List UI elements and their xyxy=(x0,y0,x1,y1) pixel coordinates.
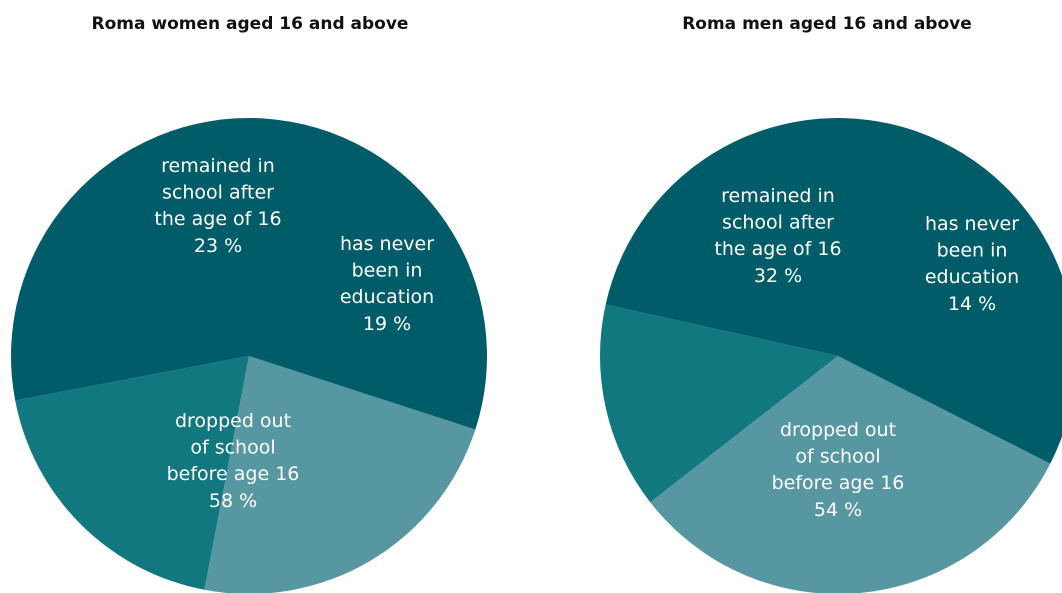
slice-label-line: has never xyxy=(340,233,434,255)
slice-label-line: school after xyxy=(722,212,834,234)
pie-slice-0-1 xyxy=(15,356,249,590)
slice-label-line: education xyxy=(340,286,434,308)
slice-label-line: remained in xyxy=(161,155,275,177)
slice-label-line: 19 % xyxy=(363,313,411,335)
slice-label-1-0: remained in school after the age of 16 32 % xyxy=(714,185,841,287)
slice-label-line: the age of 16 xyxy=(154,208,281,230)
pie-slice-0-0 xyxy=(204,356,476,593)
slice-label-1-2: dropped out of school before age 16 54 % xyxy=(772,419,905,521)
slice-label-line: remained in xyxy=(721,185,835,207)
pie-slice-1-1 xyxy=(599,304,838,503)
slice-label-line: before age 16 xyxy=(167,463,300,485)
slice-label-line: been in xyxy=(352,260,423,282)
slice-label-1-1: has never been in education 14 % xyxy=(925,213,1019,315)
slice-label-line: education xyxy=(925,266,1019,288)
slice-label-line: been in xyxy=(937,240,1008,262)
slice-label-line: of school xyxy=(795,446,880,468)
slice-label-line: has never xyxy=(925,213,1019,235)
slice-label-0-1: has never been in education 19 % xyxy=(340,233,434,335)
pie-slice-1-0 xyxy=(650,356,1051,593)
slice-label-line: before age 16 xyxy=(772,472,905,494)
slice-label-line: 23 % xyxy=(194,235,242,257)
slice-label-line: the age of 16 xyxy=(714,238,841,260)
chart-title-women: Roma women aged 16 and above xyxy=(91,14,409,34)
slice-label-line: 58 % xyxy=(209,490,257,512)
pie-chart-men: remained in school after the age of 16 32 %… xyxy=(599,118,1062,593)
chart-title-men: Roma men aged 16 and above xyxy=(682,14,972,34)
slice-label-line: dropped out xyxy=(175,410,291,432)
pie-slice-1-2 xyxy=(605,118,1062,464)
slice-label-0-2: dropped out of school before age 16 58 % xyxy=(167,410,300,512)
slice-label-line: of school xyxy=(190,437,275,459)
pie-chart-women: remained in school after the age of 16 23 %… xyxy=(11,117,488,593)
slice-label-0-0: remained in school after the age of 16 23 % xyxy=(154,155,281,257)
slice-label-line: 14 % xyxy=(948,293,996,315)
pie-slice-0-2 xyxy=(11,117,488,430)
slice-label-line: 32 % xyxy=(754,265,802,287)
slice-label-line: dropped out xyxy=(780,419,896,441)
slice-label-line: 54 % xyxy=(814,499,862,521)
slice-label-line: school after xyxy=(162,182,274,204)
